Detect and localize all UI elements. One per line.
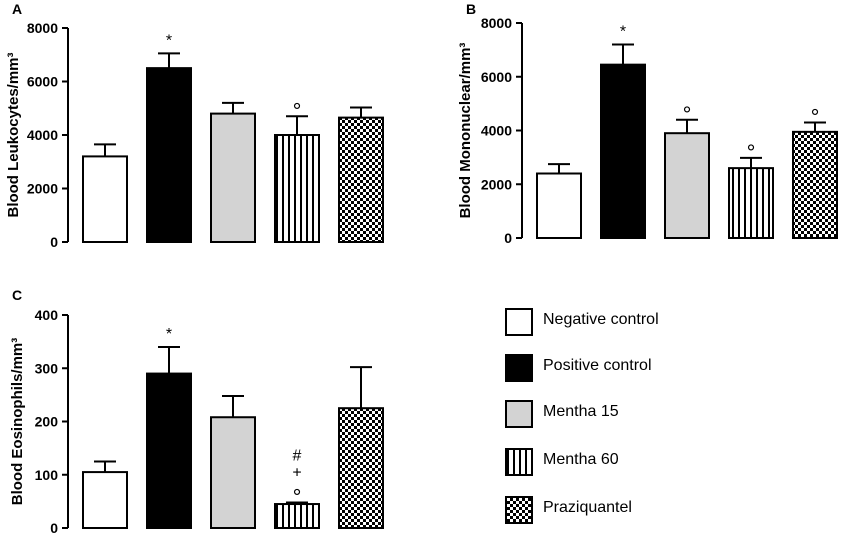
bar-b-1 <box>536 172 582 239</box>
y-tick-label-b: 2000 <box>481 176 512 192</box>
y-axis-label-a: Blood Leukocytes/mm³ <box>5 52 22 217</box>
panel-a: A 0 2000 4000 6000 8000 Blood Leukocytes/mm³ * ° <box>5 1 384 250</box>
y-tick-label-a: 6000 <box>27 74 58 90</box>
legend-swatch-mentha-60 <box>505 448 533 476</box>
bar-a-1 <box>82 155 128 243</box>
bar-b-4 <box>728 167 774 239</box>
bar-c-2 <box>146 372 192 530</box>
legend-label-praziquantel: Praziquantel <box>543 499 632 516</box>
bar-a-2 <box>146 67 192 243</box>
y-tick-label-b: 4000 <box>481 123 512 139</box>
bar-c-3 <box>210 416 256 529</box>
significance-mark-c-4: # <box>293 447 302 464</box>
bar-a-5 <box>338 116 384 243</box>
significance-mark-b-2: * <box>620 24 626 41</box>
y-tick-label-a: 2000 <box>27 181 58 197</box>
y-tick-label-c: 100 <box>35 467 59 483</box>
legend-swatch-positive-control <box>505 354 533 382</box>
panel-b: B 0 2000 4000 6000 8000 Blood Mononuclear/mm³ *… <box>457 1 838 246</box>
panel-letter-c: C <box>12 287 22 303</box>
y-tick-label-a: 0 <box>50 234 58 250</box>
significance-mark-b-5: ° <box>811 104 820 129</box>
significance-mark-c-2: * <box>166 326 172 343</box>
y-tick-label-c: 200 <box>35 414 59 430</box>
y-tick-label-a: 4000 <box>27 127 58 143</box>
significance-mark-c-4: ° <box>293 484 302 509</box>
y-tick-label-b: 8000 <box>481 15 512 31</box>
bar-a-3 <box>210 112 256 243</box>
legend-label-mentha-15: Mentha 15 <box>543 403 619 420</box>
y-tick-label-a: 8000 <box>27 20 58 36</box>
bar-b-2 <box>600 63 646 239</box>
legend-swatch-mentha-15 <box>505 400 533 428</box>
bar-b-5 <box>792 130 838 239</box>
y-tick-label-b: 0 <box>504 230 512 246</box>
panel-letter-b: B <box>466 1 476 17</box>
y-tick-label-c: 0 <box>50 520 58 535</box>
panel-letter-a: A <box>12 1 22 17</box>
significance-mark-b-3: ° <box>683 102 692 127</box>
legend-swatch-negative-control <box>505 308 533 336</box>
significance-mark-b-4: ° <box>747 140 756 165</box>
bar-a-4 <box>274 134 320 243</box>
y-tick-label-b: 6000 <box>481 69 512 85</box>
significance-mark-c-4: + <box>292 464 301 481</box>
bar-c-5 <box>338 407 384 529</box>
y-tick-label-c: 400 <box>35 307 59 323</box>
legend-swatch-praziquantel <box>505 496 533 524</box>
y-axis-label-c: Blood Eosinophils/mm³ <box>9 338 26 506</box>
significance-mark-a-4: ° <box>293 98 302 123</box>
significance-mark-a-2: * <box>166 32 172 49</box>
y-tick-label-c: 300 <box>35 360 59 376</box>
legend-label-positive-control: Positive control <box>543 357 652 374</box>
legend-label-negative-control: Negative control <box>543 311 659 328</box>
panel-c: C 0 100 200 300 400 Blood Eosinophils/mm³ * #+ ° <box>9 287 384 535</box>
y-axis-label-b: Blood Mononuclear/mm³ <box>457 43 474 219</box>
bar-b-3 <box>664 132 710 239</box>
bar-c-1 <box>82 471 128 529</box>
legend-label-mentha-60: Mentha 60 <box>543 451 619 468</box>
